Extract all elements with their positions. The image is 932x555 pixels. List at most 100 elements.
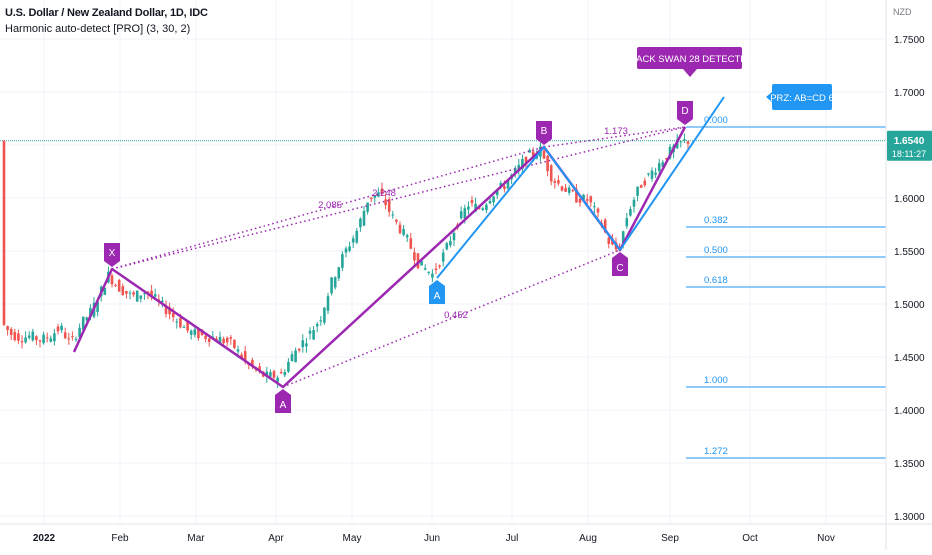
candle-bullish [621, 231, 625, 244]
candle-bearish [531, 151, 535, 156]
candle-bullish [377, 192, 380, 197]
candle-bearish [297, 348, 301, 351]
candle-bearish [395, 219, 398, 222]
candle-bullish [452, 232, 456, 241]
candle-bullish [668, 146, 672, 159]
candle-bearish [564, 187, 567, 192]
candle-bearish [243, 351, 247, 360]
candle-bearish [168, 307, 171, 315]
candle-bullish [315, 323, 319, 327]
candle-bearish [607, 237, 611, 244]
time-tick-label: Oct [742, 533, 758, 544]
candle-bearish [416, 253, 420, 269]
candle-bullish [341, 254, 344, 268]
candle-bearish [71, 336, 74, 338]
candle-bullish [143, 293, 146, 295]
candle-bearish [6, 326, 9, 330]
candle-bearish [575, 189, 578, 203]
candle-bearish [229, 337, 233, 339]
candle-bearish [56, 326, 60, 332]
candle-bullish [636, 186, 639, 196]
candle-bullish [283, 372, 287, 376]
candle-bearish [9, 328, 13, 335]
candle-bullish [423, 268, 427, 270]
candle-bullish [337, 267, 341, 279]
candle-bearish [549, 165, 553, 182]
candle-bearish [369, 197, 373, 199]
candle-bearish [557, 180, 560, 184]
candle-bullish [193, 329, 197, 335]
point-d-marker[interactable] [677, 101, 693, 125]
candle-bullish [650, 170, 654, 179]
candle-bullish [420, 260, 423, 266]
candle-bearish [596, 208, 600, 213]
price-tick-label: 1.5000 [894, 300, 925, 311]
pattern-detected-banner[interactable] [637, 47, 742, 69]
indicator-legend[interactable]: Harmonic auto-detect [PRO] (3, 30, 2) [5, 23, 191, 35]
candle-bullish [625, 218, 629, 227]
fib-level-label: 1.000 [704, 375, 728, 386]
last-price-badge[interactable] [887, 130, 932, 161]
ratio-label: 1.173 [604, 126, 628, 137]
candle-bullish [305, 343, 308, 347]
fib-level-label: 0.618 [704, 275, 728, 286]
point-a-marker[interactable] [275, 389, 291, 413]
time-tick-label: Apr [268, 533, 284, 544]
abcd-point-a-marker[interactable] [429, 280, 445, 304]
point-x-marker[interactable] [104, 243, 120, 267]
candle-bearish [207, 338, 211, 342]
candle-bearish [409, 238, 413, 249]
candle-bearish [171, 313, 175, 318]
candle-bullish [661, 162, 665, 168]
point-b-marker[interactable] [536, 121, 552, 145]
candle-bullish [85, 317, 89, 321]
candle-bullish [78, 327, 81, 338]
prz-callout[interactable] [772, 84, 832, 110]
chart-title[interactable]: U.S. Dollar / New Zealand Dollar, 1D, ID… [5, 7, 208, 19]
candle-bearish [125, 290, 128, 294]
price-tick-label: 1.7000 [894, 88, 925, 99]
time-tick-label: Aug [579, 533, 597, 544]
ratio-label: 2.085 [318, 200, 342, 211]
harmonic-pattern-legs [72, 126, 687, 389]
candle-bearish [686, 141, 690, 144]
candle-bearish [204, 335, 207, 339]
pattern-detected-text: BLACK SWAN 28 DETECTED [625, 54, 754, 65]
candle-bullish [351, 238, 355, 243]
candle-bullish [301, 340, 305, 348]
price-tick-label: 1.3000 [894, 512, 925, 523]
candle-bearish [38, 340, 42, 342]
candle-bullish [528, 149, 531, 153]
candle-bullish [362, 210, 366, 226]
candle-bearish [20, 341, 24, 343]
prz-callout-pointer [766, 92, 772, 102]
candle-bullish [513, 167, 517, 174]
candle-bullish [495, 190, 499, 196]
time-tick-label: Jul [506, 533, 519, 544]
candle-bullish [657, 163, 661, 172]
time-tick-label: Feb [111, 533, 129, 544]
point-c-marker[interactable] [612, 252, 628, 276]
candle-bullish [153, 294, 157, 297]
point-c-marker-label: C [616, 263, 623, 274]
candle-bullish [265, 371, 269, 377]
candle-bullish [182, 326, 186, 328]
candle-bearish [197, 329, 200, 338]
ratio-label: 0.452 [444, 310, 468, 321]
candle-bullish [323, 307, 326, 323]
candle-bullish [161, 300, 164, 302]
candle-bullish [485, 204, 488, 211]
candle-bearish [110, 275, 114, 285]
candle-bullish [333, 277, 337, 288]
candle-bullish [492, 196, 495, 203]
last-price-value: 1.6540 [894, 136, 925, 147]
candle-bullish [481, 208, 485, 210]
candle-bullish [506, 181, 510, 189]
harmonic-pattern-overlay: 2.085 2.248 1.173 0.452 X A B C D A BLACK SWAN 28 … [72, 47, 834, 413]
candle-bullish [467, 206, 470, 210]
abcd-projection-line [619, 96, 725, 251]
candle-bearish [150, 290, 153, 297]
